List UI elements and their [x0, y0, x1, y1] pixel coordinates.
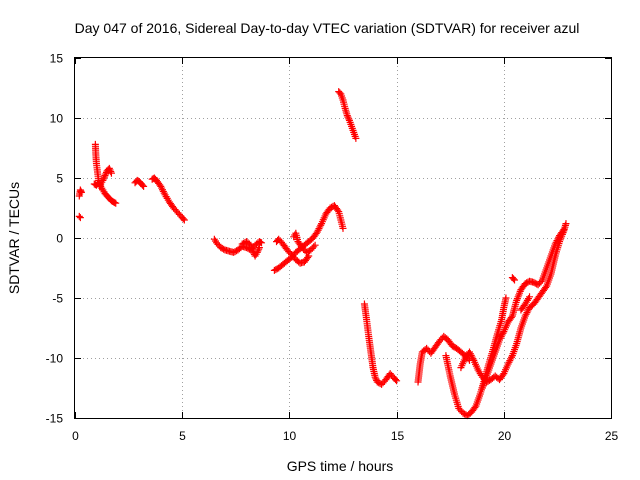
data-point	[554, 235, 562, 243]
data-point	[75, 212, 83, 220]
data-point	[496, 334, 504, 342]
data-point	[523, 309, 531, 317]
data-point	[258, 239, 266, 247]
data-point	[392, 376, 400, 384]
x-tick-label: 20	[498, 429, 512, 443]
data-point	[560, 226, 568, 234]
data-point	[511, 276, 519, 284]
data-point	[504, 360, 512, 368]
data-point	[107, 168, 115, 176]
data-point	[316, 223, 324, 231]
data-point	[158, 184, 166, 192]
x-tick-label: 25	[605, 429, 619, 443]
data-point	[106, 166, 114, 174]
data-point	[140, 182, 148, 190]
data-point	[100, 175, 108, 183]
data-point	[507, 314, 515, 321]
data-point	[159, 187, 167, 195]
y-tick-label: 0	[56, 232, 63, 246]
data-point	[255, 244, 263, 252]
data-point	[551, 240, 559, 248]
data-point	[498, 331, 506, 339]
data-point	[253, 248, 261, 256]
y-tick-label: -10	[46, 352, 64, 366]
data-point	[521, 312, 529, 320]
data-point	[506, 357, 514, 365]
data-point	[158, 186, 166, 194]
data-point	[317, 221, 325, 229]
data-point	[310, 243, 318, 251]
data-point	[179, 215, 187, 223]
data-point	[371, 373, 379, 381]
data-point	[552, 238, 560, 246]
x-axis-label: GPS time / hours	[287, 458, 394, 474]
data-point	[311, 241, 319, 249]
data-point	[339, 224, 347, 232]
data-point	[465, 348, 473, 356]
data-point	[254, 247, 262, 255]
data-point	[393, 377, 401, 385]
chart-title: Day 047 of 2016, Sidereal Day-to-day VTE…	[75, 20, 580, 36]
data-point	[499, 329, 507, 337]
y-tick-label: 10	[50, 112, 64, 126]
data-point	[345, 115, 353, 123]
y-tick-label: -5	[52, 292, 63, 306]
data-point	[522, 310, 530, 318]
data-point	[107, 169, 115, 177]
y-tick-label: 15	[50, 52, 64, 66]
data-point	[524, 307, 532, 315]
plot-frame	[74, 57, 612, 419]
data-point	[352, 134, 360, 142]
data-point	[102, 170, 110, 178]
data-point	[562, 220, 570, 228]
y-axis-label: SDTVAR / TECUs	[6, 182, 22, 294]
data-point	[99, 176, 107, 184]
data-point	[105, 164, 113, 172]
data-point	[496, 336, 504, 344]
data-point	[139, 181, 147, 189]
data-point	[157, 182, 165, 190]
data-point	[505, 358, 513, 366]
data-point	[343, 112, 351, 120]
data-point	[112, 199, 120, 207]
data-point	[553, 237, 561, 245]
data-point	[344, 113, 352, 121]
data-point	[497, 333, 505, 341]
data-point	[508, 353, 516, 361]
data-point	[509, 275, 517, 283]
data-point	[559, 227, 567, 235]
data-point	[100, 173, 108, 181]
data-point	[502, 294, 510, 302]
x-tick-label: 15	[391, 429, 405, 443]
data-point	[466, 350, 474, 358]
data-point	[507, 355, 515, 363]
data-point	[304, 254, 312, 261]
data-point	[526, 293, 534, 301]
y-tick-label: -15	[46, 412, 64, 426]
data-point	[77, 188, 85, 196]
data-point	[314, 226, 322, 234]
x-tick-label: 5	[179, 429, 186, 443]
y-tick-label: 5	[56, 172, 63, 186]
grid	[75, 58, 611, 418]
data-point	[101, 172, 109, 180]
data-point	[537, 278, 545, 286]
data-point	[469, 355, 477, 363]
data-point	[305, 252, 313, 260]
x-tick-label: 0	[72, 429, 79, 443]
data-point	[334, 206, 342, 214]
data-points	[75, 88, 570, 420]
data-point	[468, 353, 476, 361]
data-point	[180, 216, 188, 224]
data-point	[467, 351, 475, 359]
data-point	[255, 245, 263, 253]
data-point	[315, 225, 323, 233]
data-point	[372, 375, 380, 383]
x-tick-label: 10	[283, 429, 297, 443]
data-point	[76, 214, 84, 222]
data-point	[313, 228, 321, 236]
